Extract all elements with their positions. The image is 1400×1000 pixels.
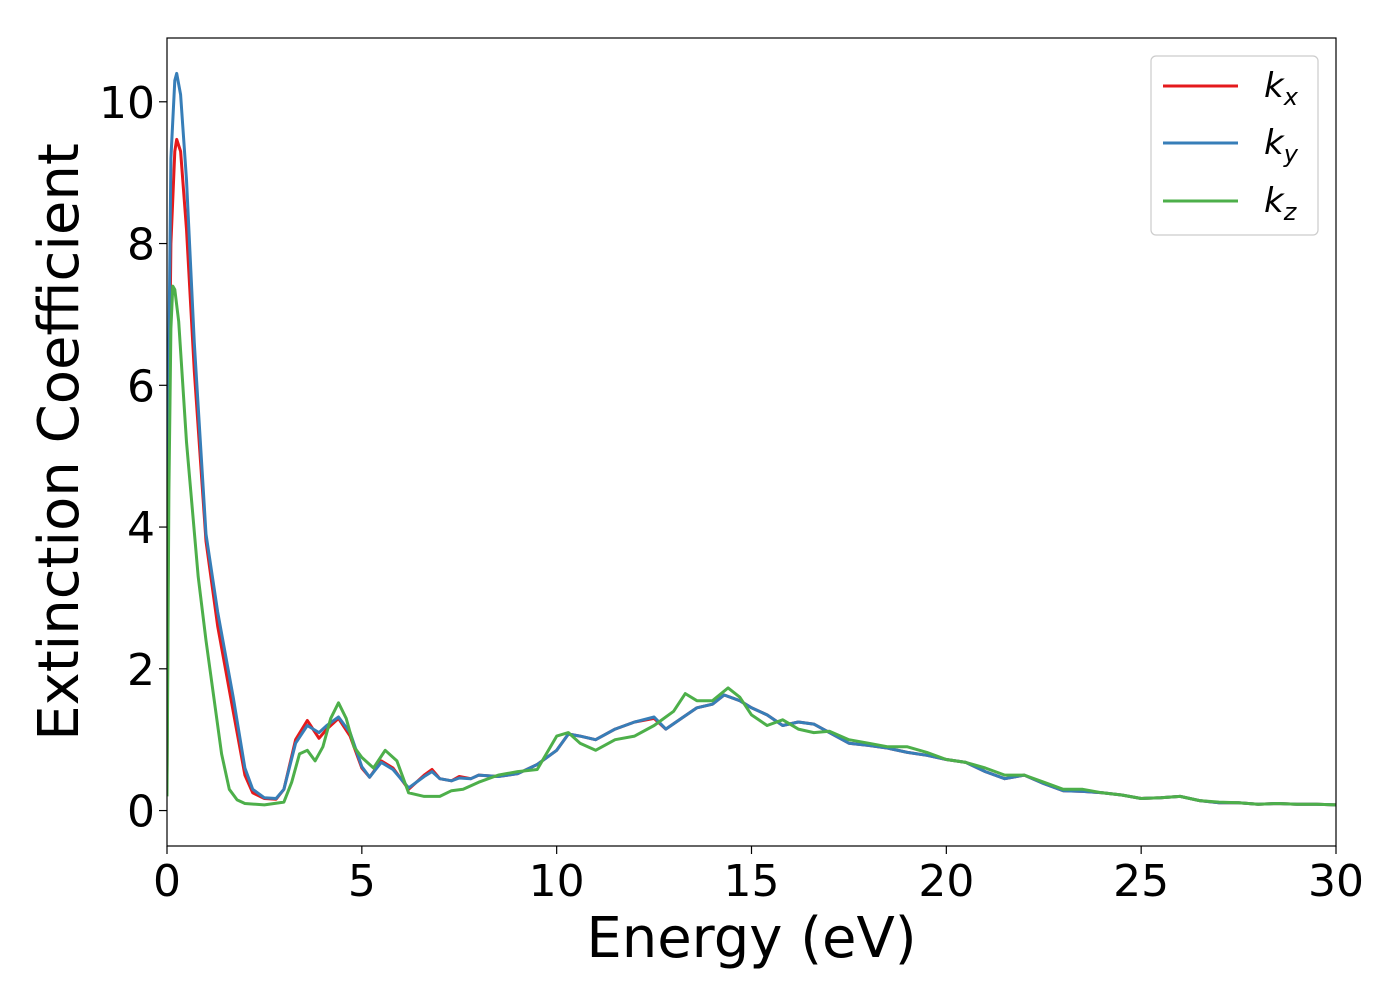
x-tick-label: 20 [918,856,974,907]
legend-label-ky: ky [1264,123,1299,168]
series-line-ky [167,71,1336,807]
y-tick-label: 4 [127,503,155,554]
legend-box [1150,55,1319,236]
series-layer [167,71,1336,807]
legend-subscript: z [1283,198,1298,226]
x-axis-ticks: 0 5 10 15 20 25 30 [153,846,1364,907]
y-axis-ticks: 0 2 4 6 8 10 [99,78,167,838]
legend-subscript: x [1283,83,1299,111]
y-tick-label: 8 [127,220,155,271]
legend: kx ky kz [1150,55,1319,236]
series-line-kz [167,284,1336,807]
y-tick-label: 0 [127,787,155,838]
legend-label-kx: kx [1264,66,1299,111]
y-tick-label: 2 [127,645,155,696]
x-tick-label: 30 [1308,856,1364,907]
x-tick-label: 15 [724,856,780,907]
y-tick-label: 6 [127,361,155,412]
x-tick-label: 25 [1113,856,1169,907]
x-axis-label: Energy (eV) [586,906,916,971]
x-tick-label: 5 [348,856,376,907]
legend-label-kz: kz [1264,181,1298,226]
x-tick-label: 10 [529,856,585,907]
y-axis-label: Extinction Coefficient [27,143,92,741]
legend-subscript: y [1283,140,1299,168]
y-tick-label: 10 [99,78,155,129]
x-tick-label: 0 [153,856,181,907]
